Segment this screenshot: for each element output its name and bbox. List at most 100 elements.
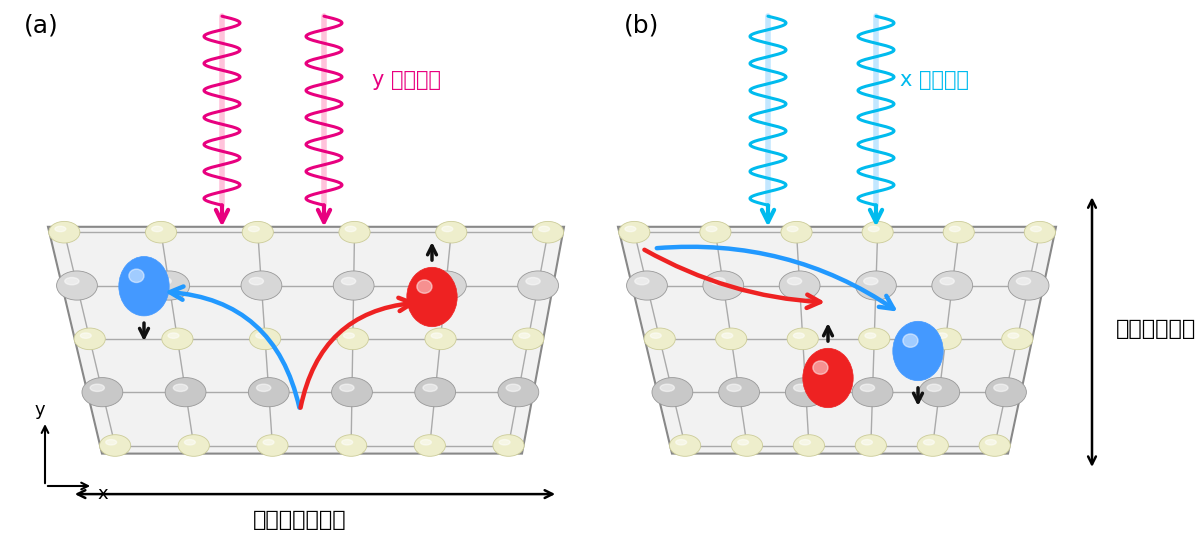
Ellipse shape	[799, 440, 810, 445]
Ellipse shape	[635, 278, 649, 285]
Text: 電子ホール流: 電子ホール流	[1116, 319, 1196, 340]
Ellipse shape	[55, 226, 66, 232]
Ellipse shape	[787, 226, 798, 232]
Ellipse shape	[431, 333, 442, 338]
Ellipse shape	[533, 221, 564, 243]
Ellipse shape	[90, 384, 104, 392]
Polygon shape	[48, 227, 564, 454]
Ellipse shape	[338, 221, 370, 243]
Ellipse shape	[924, 440, 935, 445]
Ellipse shape	[943, 221, 974, 243]
Ellipse shape	[715, 328, 746, 350]
Ellipse shape	[902, 334, 918, 347]
Ellipse shape	[241, 271, 282, 300]
Text: (b): (b)	[624, 14, 659, 37]
Ellipse shape	[860, 384, 875, 392]
Ellipse shape	[422, 384, 437, 392]
Ellipse shape	[869, 226, 880, 232]
Ellipse shape	[940, 278, 954, 285]
Ellipse shape	[779, 271, 820, 300]
Ellipse shape	[985, 440, 996, 445]
Ellipse shape	[703, 271, 744, 300]
Ellipse shape	[517, 271, 558, 300]
Ellipse shape	[722, 333, 733, 338]
Ellipse shape	[346, 226, 356, 232]
Ellipse shape	[917, 435, 948, 456]
Ellipse shape	[700, 221, 731, 243]
Text: y: y	[35, 401, 46, 420]
Ellipse shape	[407, 267, 457, 327]
Ellipse shape	[793, 333, 804, 338]
Ellipse shape	[793, 384, 808, 392]
Ellipse shape	[650, 333, 661, 338]
Ellipse shape	[340, 384, 354, 392]
Ellipse shape	[738, 440, 749, 445]
Ellipse shape	[949, 226, 960, 232]
Ellipse shape	[787, 328, 818, 350]
Text: (a): (a)	[24, 14, 59, 37]
Ellipse shape	[436, 221, 467, 243]
Ellipse shape	[625, 226, 636, 232]
Ellipse shape	[157, 278, 172, 285]
Ellipse shape	[862, 221, 893, 243]
Ellipse shape	[712, 278, 725, 285]
Ellipse shape	[865, 333, 876, 338]
Ellipse shape	[56, 271, 97, 300]
Text: x 偏光照射: x 偏光照射	[900, 70, 970, 90]
Ellipse shape	[82, 377, 122, 407]
Ellipse shape	[932, 271, 973, 300]
Ellipse shape	[852, 377, 893, 407]
Ellipse shape	[168, 333, 179, 338]
Ellipse shape	[518, 333, 530, 338]
Ellipse shape	[864, 278, 878, 285]
Ellipse shape	[930, 328, 961, 350]
Ellipse shape	[936, 333, 947, 338]
Ellipse shape	[859, 328, 890, 350]
Ellipse shape	[660, 384, 674, 392]
Ellipse shape	[151, 226, 162, 232]
Ellipse shape	[49, 221, 80, 243]
Ellipse shape	[416, 280, 432, 293]
Ellipse shape	[856, 435, 887, 456]
Ellipse shape	[928, 384, 941, 392]
Ellipse shape	[1002, 328, 1033, 350]
Ellipse shape	[506, 384, 521, 392]
Ellipse shape	[257, 435, 288, 456]
Ellipse shape	[994, 384, 1008, 392]
Ellipse shape	[248, 377, 289, 407]
Ellipse shape	[493, 435, 524, 456]
Ellipse shape	[425, 328, 456, 350]
Ellipse shape	[162, 328, 193, 350]
Text: スピンホール流: スピンホール流	[253, 510, 347, 530]
Ellipse shape	[128, 269, 144, 282]
Ellipse shape	[65, 278, 79, 285]
Ellipse shape	[803, 348, 853, 408]
Ellipse shape	[652, 377, 692, 407]
Ellipse shape	[985, 377, 1026, 407]
Ellipse shape	[732, 435, 763, 456]
Ellipse shape	[426, 271, 467, 300]
Ellipse shape	[415, 377, 456, 407]
Ellipse shape	[812, 361, 828, 374]
Ellipse shape	[80, 333, 91, 338]
Ellipse shape	[242, 221, 274, 243]
Ellipse shape	[74, 328, 106, 350]
Ellipse shape	[619, 221, 650, 243]
Ellipse shape	[1031, 226, 1042, 232]
Ellipse shape	[793, 435, 824, 456]
Ellipse shape	[787, 278, 802, 285]
Ellipse shape	[342, 440, 353, 445]
Polygon shape	[618, 227, 1056, 454]
Ellipse shape	[331, 377, 372, 407]
Ellipse shape	[862, 440, 872, 445]
Ellipse shape	[919, 377, 960, 407]
Ellipse shape	[173, 384, 187, 392]
Ellipse shape	[893, 321, 943, 381]
Ellipse shape	[626, 271, 667, 300]
Ellipse shape	[433, 278, 448, 285]
Ellipse shape	[670, 435, 701, 456]
Ellipse shape	[498, 377, 539, 407]
Ellipse shape	[178, 435, 209, 456]
Ellipse shape	[719, 377, 760, 407]
Ellipse shape	[526, 278, 540, 285]
